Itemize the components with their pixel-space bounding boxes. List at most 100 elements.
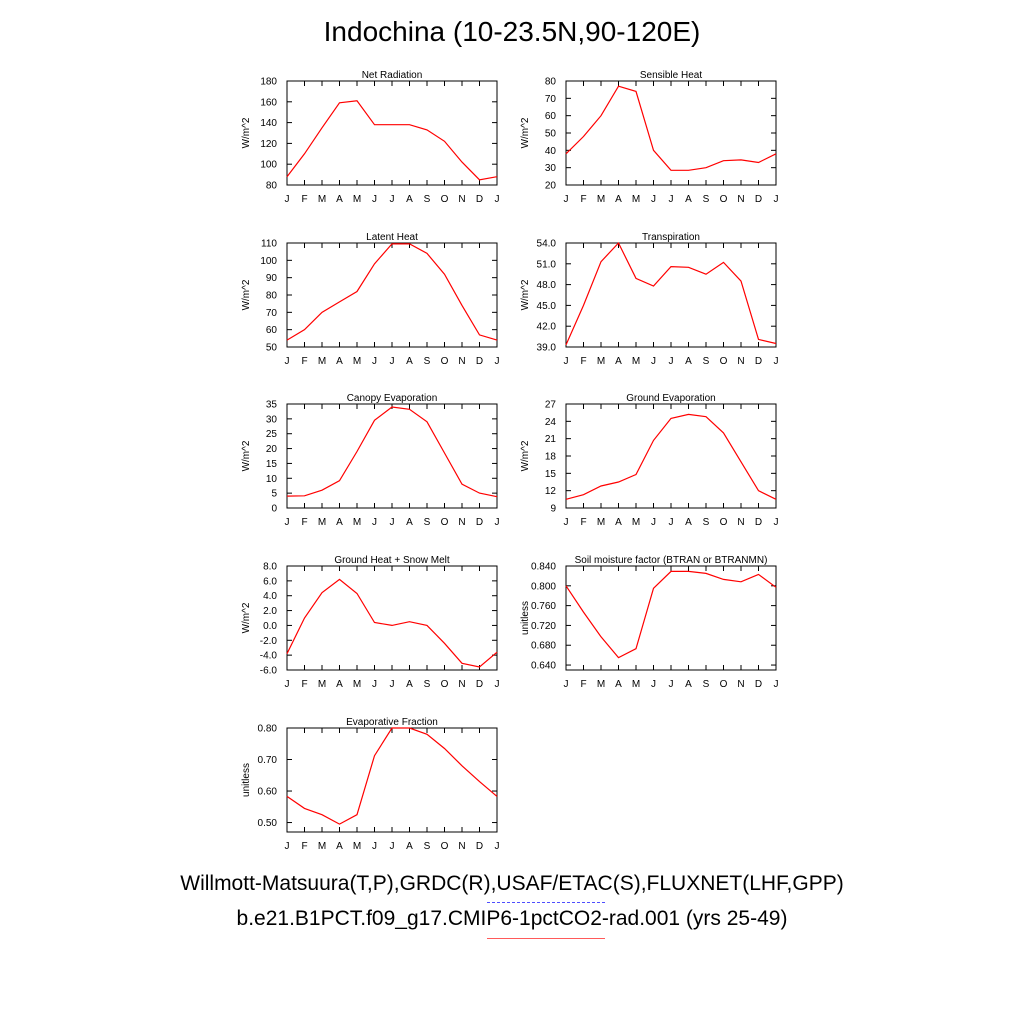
panel-2-ylabel: W/m^2	[520, 117, 531, 148]
panel-7-xtick-label: F	[301, 679, 307, 690]
panel-4-xtick-label: M	[597, 356, 605, 367]
panel-6-xtick-label: M	[632, 517, 640, 528]
panel-8-ylabel: unitless	[520, 601, 531, 635]
panel-2-xtick-label: A	[685, 194, 692, 205]
panel-7-ytick-label: 4.0	[263, 591, 277, 602]
panel-4-xtick-label: S	[703, 356, 710, 367]
panel-7-ytick-label: -2.0	[260, 636, 278, 647]
panel-8-ytick-label: 0.640	[531, 661, 556, 672]
panel-6-xtick-label: J	[564, 517, 569, 528]
panel-2-title: Sensible Heat	[640, 70, 702, 81]
panel-5-title: Canopy Evaporation	[347, 393, 438, 404]
panel-2-xtick-label: J	[774, 194, 779, 205]
panel-5-xtick-label: J	[390, 517, 395, 528]
panel-1-ylabel: W/m^2	[241, 117, 252, 148]
panel-1-xtick-label: A	[336, 194, 343, 205]
panel-7-ytick-label: 2.0	[263, 606, 277, 617]
panel-7-series-line	[286, 578, 498, 668]
panel-9-xtick-label: J	[495, 841, 500, 852]
panel-8-ytick-label: 0.800	[531, 581, 556, 592]
panel-9-xtick-label: N	[458, 841, 465, 852]
panel-4-xtick-label: F	[580, 356, 586, 367]
panel-3-xtick-label: M	[318, 356, 326, 367]
panel-9-xtick-label: O	[441, 841, 449, 852]
panel-2-xtick-label: N	[737, 194, 744, 205]
panel-5-ytick-label: 35	[266, 400, 278, 411]
panel-5-frame	[286, 403, 498, 509]
panel-2-xtick-label: J	[669, 194, 674, 205]
panel-5-ytick-label: 10	[266, 474, 278, 485]
model-legend-line	[487, 938, 605, 939]
figure-title: Indochina (10-23.5N,90-120E)	[323, 16, 701, 47]
panel-2-xtick-label: S	[703, 194, 710, 205]
panel-1-title: Net Radiation	[362, 70, 423, 81]
panel-8-xtick-label: J	[564, 679, 569, 690]
panel-5-xtick-label: J	[495, 517, 500, 528]
panel-1-ytick-label: 180	[260, 77, 277, 88]
panel-1-xtick-label: N	[458, 194, 465, 205]
panel-6-xtick-label: J	[669, 517, 674, 528]
panel-1-ytick-label: 160	[260, 97, 277, 108]
panel-8-xtick-label: M	[632, 679, 640, 690]
panel-9-frame	[286, 727, 498, 833]
panel-3-ylabel: W/m^2	[241, 279, 252, 310]
panel-7-xtick-label: O	[441, 679, 449, 690]
panel-4-xtick-label: J	[651, 356, 656, 367]
panel-5-ylabel: W/m^2	[241, 440, 252, 471]
panel-6-ytick-label: 9	[550, 504, 556, 515]
panel-4-ytick-label: 54.0	[537, 239, 557, 250]
panel-5-xtick-label: O	[441, 517, 449, 528]
panel-3-ytick-label: 90	[266, 273, 278, 284]
panel-3-xtick-label: J	[372, 356, 377, 367]
panel-3-xtick-label: J	[285, 356, 290, 367]
panel-4-xtick-label: A	[685, 356, 692, 367]
panel-2-xtick-label: M	[632, 194, 640, 205]
panel-3-series-line	[286, 243, 498, 341]
panel-5-ytick-label: 0	[271, 504, 277, 515]
panel-8-xtick-label: J	[669, 679, 674, 690]
panel-6-xtick-label: M	[597, 517, 605, 528]
panel-1-ytick-label: 100	[260, 160, 277, 171]
panel-4-title: Transpiration	[642, 232, 700, 243]
panel-1-xtick-label: J	[372, 194, 377, 205]
panel-6-xtick-label: A	[615, 517, 622, 528]
panel-5-xtick-label: J	[285, 517, 290, 528]
panel-7-xtick-label: A	[336, 679, 343, 690]
panel-4-xtick-label: D	[755, 356, 762, 367]
panel-4-xtick-label: J	[564, 356, 569, 367]
panel-3-ytick-label: 80	[266, 291, 278, 302]
panel-3-xtick-label: J	[390, 356, 395, 367]
panel-9-xtick-label: F	[301, 841, 307, 852]
panel-5-xtick-label: M	[318, 517, 326, 528]
observations-legend-line	[487, 902, 605, 903]
panel-7-ytick-label: 6.0	[263, 576, 277, 587]
panel-1-xtick-label: M	[353, 194, 361, 205]
panel-1-ytick-label: 140	[260, 118, 277, 129]
panel-8-title: Soil moisture factor (BTRAN or BTRANMN)	[575, 555, 768, 566]
panel-3-ytick-label: 100	[260, 256, 277, 267]
panel-1-xtick-label: J	[390, 194, 395, 205]
panel-1-ytick-label: 80	[266, 181, 278, 192]
panel-4-series-line	[565, 241, 777, 346]
panel-6-ytick-label: 24	[545, 417, 557, 428]
panel-7-xtick-label: D	[476, 679, 483, 690]
panel-9-xtick-label: J	[285, 841, 290, 852]
panel-7-xtick-label: A	[406, 679, 413, 690]
panel-3-xtick-label: D	[476, 356, 483, 367]
panel-9-xtick-label: A	[336, 841, 343, 852]
panel-2-xtick-label: O	[720, 194, 728, 205]
panel-2-series-line	[565, 85, 777, 171]
panel-9-ytick-label: 0.80	[258, 724, 278, 735]
panel-2-ytick-label: 50	[545, 129, 557, 140]
panel-1-xtick-label: F	[301, 194, 307, 205]
panel-7-xtick-label: J	[495, 679, 500, 690]
panel-1-xtick-label: M	[318, 194, 326, 205]
panel-2-xtick-label: J	[651, 194, 656, 205]
panel-9-ytick-label: 0.70	[258, 755, 278, 766]
panel-6-xtick-label: S	[703, 517, 710, 528]
panel-6-series-line	[565, 413, 777, 500]
panel-4-ytick-label: 51.0	[537, 259, 557, 270]
panel-5-series-line	[286, 406, 498, 498]
panel-2-xtick-label: D	[755, 194, 762, 205]
